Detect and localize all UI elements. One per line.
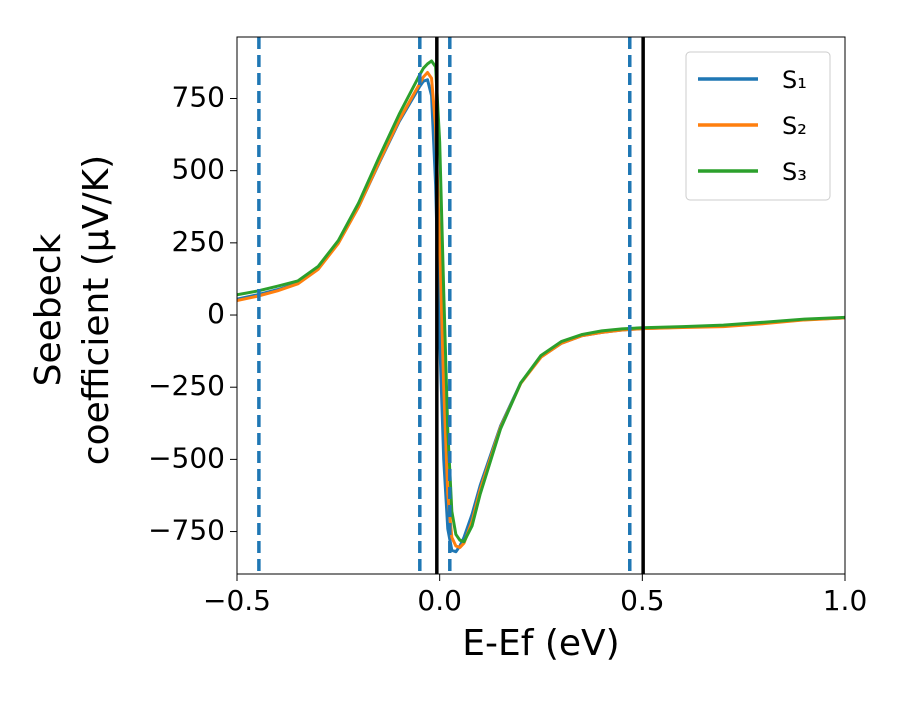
y-tick-label: 500 [172,153,225,186]
y-tick-label: −500 [148,441,225,474]
plot-frame [236,36,846,575]
x-tick-label: 1.0 [823,584,868,617]
y-axis-label: coefficient (μV/K) [76,155,117,465]
series-line [237,59,845,544]
y-tick-label: 750 [172,80,225,113]
x-tick-label: −0.5 [203,584,271,617]
legend-label: S₃ [782,158,807,186]
x-axis-label: E-Ef (eV) [462,623,619,664]
y-tick-label: −750 [148,514,225,547]
y-tick-label: −250 [148,369,225,402]
y-tick-label: 250 [172,225,225,258]
legend-label: S₂ [782,112,807,140]
plot-area [237,37,845,574]
y-tick-label: 0 [207,297,225,330]
x-tick-label: 0.0 [417,584,462,617]
legend-label: S₁ [782,66,807,94]
y-axis-label: Seebeck [28,233,69,386]
x-tick-label: 0.5 [620,584,665,617]
